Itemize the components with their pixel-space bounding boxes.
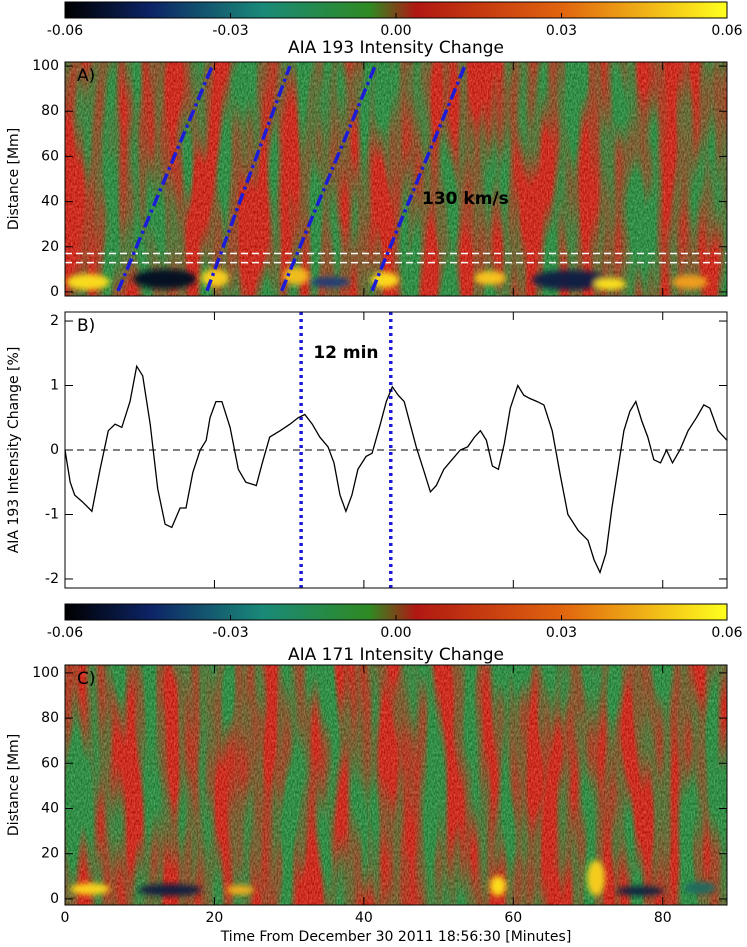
colorbar-tick-label: 0.00 [380, 625, 411, 641]
colorbar-tick-label: -0.03 [212, 625, 248, 641]
y-tick-label: 40 [41, 194, 59, 210]
colorbar-tick-label: -0.06 [47, 23, 83, 39]
colorbar-tick-label: -0.03 [212, 23, 248, 39]
data-line [64, 364, 728, 575]
colorbar-tick-label: -0.06 [47, 625, 83, 641]
y-tick-label: 60 [41, 148, 59, 164]
panel-label: C) [77, 669, 96, 689]
y-tick-label: 80 [41, 710, 59, 726]
y-tick-label: 2 [50, 313, 59, 329]
y-tick-label: 1 [50, 378, 59, 394]
y-tick-label: 0 [50, 442, 59, 458]
annotation: 130 km/s [422, 189, 509, 209]
y-tick-label: 60 [41, 755, 59, 771]
fit-line [205, 65, 292, 292]
colorbar-tick-label: 0.03 [546, 625, 577, 641]
y-tick-label: 100 [32, 665, 59, 681]
y-tick-label: 20 [41, 239, 59, 255]
colorbar-tick-label: 0.03 [546, 23, 577, 39]
y-axis-label: Distance [Mm] [6, 128, 22, 230]
heatmap-image [65, 62, 727, 296]
y-tick-label: 0 [50, 284, 59, 300]
plot-frame [64, 61, 728, 297]
y-tick-label: 100 [32, 58, 59, 74]
x-tick-label: 80 [654, 910, 672, 926]
fit-line [116, 65, 214, 292]
heatmap-image [65, 665, 727, 905]
fit-line [280, 65, 377, 292]
panel-label: B) [77, 316, 95, 336]
panel-label: A) [77, 66, 95, 86]
plot-frame [64, 664, 728, 906]
colorbar-tick-label: 0.00 [380, 23, 411, 39]
y-tick-label: 0 [50, 891, 59, 907]
colorbar-title: AIA 171 Intensity Change [288, 645, 504, 665]
y-tick-label: 80 [41, 103, 59, 119]
x-tick-label: 60 [504, 910, 522, 926]
x-tick-label: 0 [61, 910, 70, 926]
y-tick-label: 20 [41, 846, 59, 862]
y-tick-label: 40 [41, 801, 59, 817]
y-axis-label: AIA 193 Intensity Change [%] [6, 347, 22, 554]
colorbar-title: AIA 193 Intensity Change [288, 38, 504, 58]
colorbar-tick-label: 0.06 [711, 23, 742, 39]
x-tick-label: 40 [355, 910, 373, 926]
y-axis-label: Distance [Mm] [6, 734, 22, 836]
fit-line [370, 65, 467, 292]
y-tick-label: -2 [45, 571, 59, 587]
x-axis-label: Time From December 30 2011 18:56:30 [Min… [220, 929, 572, 945]
y-tick-label: -1 [45, 506, 59, 522]
colorbar-tick-label: 0.06 [711, 625, 742, 641]
annotation: 12 min [313, 343, 378, 363]
x-tick-label: 20 [206, 910, 224, 926]
